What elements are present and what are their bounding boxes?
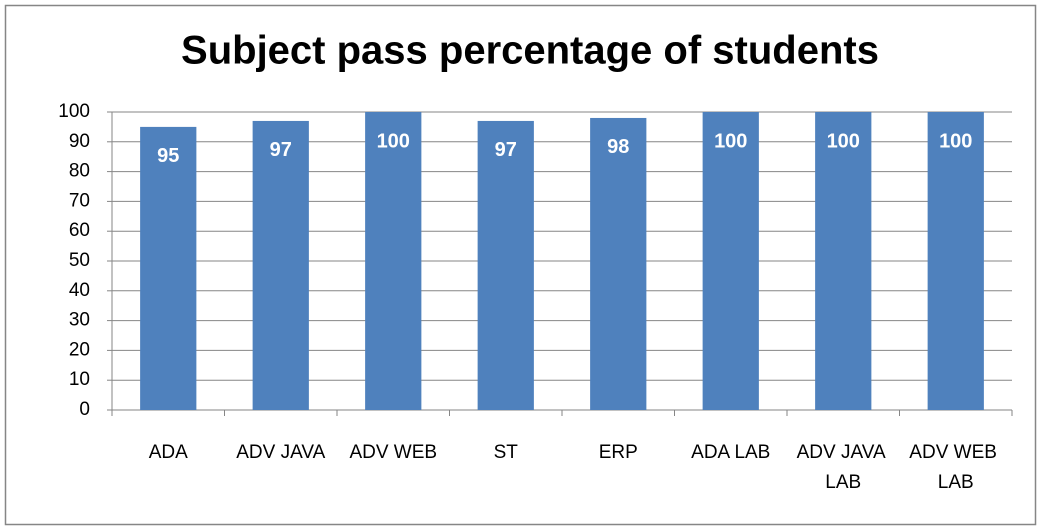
y-tick-label: 80 <box>69 161 90 182</box>
data-label: 95 <box>157 145 179 167</box>
bar <box>477 120 534 410</box>
data-label: 100 <box>939 130 972 152</box>
x-tick-label: ADV WEB <box>349 442 437 463</box>
data-label: 97 <box>495 139 517 161</box>
bar <box>815 112 872 410</box>
x-tick-label: ADV JAVA LAB <box>797 442 890 493</box>
y-tick-label: 100 <box>58 101 90 122</box>
data-label: 100 <box>377 130 410 152</box>
y-tick-label: 70 <box>69 190 90 211</box>
data-label: 97 <box>270 139 292 161</box>
bar <box>252 120 309 410</box>
chart-title: Subject pass percentage of students <box>181 29 879 73</box>
y-tick-label: 0 <box>79 399 90 420</box>
data-label: 100 <box>827 130 860 152</box>
x-tick-label: ADA LAB <box>691 442 770 463</box>
bar <box>590 117 647 411</box>
data-label: 98 <box>607 136 629 158</box>
x-tick-label: ERP <box>599 442 638 463</box>
x-tick-label: ST <box>494 442 519 463</box>
x-tick-label: ADA <box>149 442 188 463</box>
bar <box>140 126 197 411</box>
x-tick-label: ADV JAVA <box>236 442 325 463</box>
y-tick-label: 50 <box>69 250 90 271</box>
y-tick-label: 30 <box>69 310 90 331</box>
y-tick-label: 20 <box>69 339 90 360</box>
bar <box>365 112 422 410</box>
bar <box>702 112 759 410</box>
bar <box>927 112 984 410</box>
y-tick-label: 40 <box>69 280 90 301</box>
x-tick-label: ADV WEB LAB <box>909 442 1002 493</box>
data-label: 100 <box>714 130 747 152</box>
y-tick-label: 10 <box>69 369 90 390</box>
y-tick-label: 60 <box>69 220 90 241</box>
y-tick-label: 90 <box>69 131 90 152</box>
